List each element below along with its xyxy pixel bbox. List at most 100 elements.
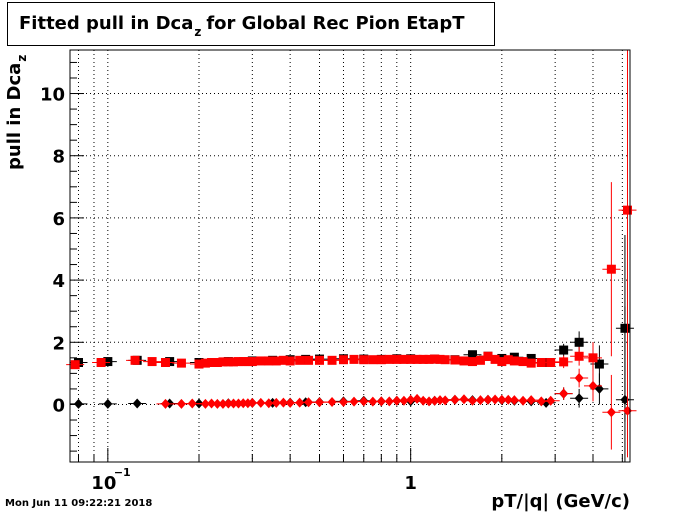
data-point-square bbox=[285, 356, 295, 366]
data-point-square bbox=[467, 357, 477, 367]
data-point-square bbox=[440, 355, 450, 365]
title-rest: for Global Rec Pion EtapT bbox=[206, 13, 465, 34]
data-point-square bbox=[606, 264, 616, 274]
data-point-square bbox=[349, 354, 359, 364]
data-point-square bbox=[509, 356, 519, 366]
x-axis-label: pT/|q| (GeV/c) bbox=[491, 491, 630, 512]
data-point-diamond bbox=[606, 407, 616, 418]
data-point-diamond bbox=[399, 395, 409, 406]
data-point-square bbox=[359, 355, 369, 365]
data-point-diamond bbox=[588, 380, 598, 391]
data-point-square bbox=[459, 356, 469, 366]
y-tick-label: 8 bbox=[52, 147, 65, 168]
chart-title: Fitted pull in Dcaz for Global Rec Pion E… bbox=[19, 13, 465, 39]
data-point-square bbox=[503, 355, 513, 365]
data-point-square bbox=[559, 345, 569, 355]
data-point-diamond bbox=[430, 395, 440, 406]
data-point-square bbox=[271, 356, 281, 366]
data-point-square bbox=[304, 355, 314, 365]
title-main: Fitted pull in Dca bbox=[19, 13, 194, 34]
data-point-square bbox=[212, 357, 222, 367]
data-point-square bbox=[96, 357, 106, 367]
plot-frame bbox=[69, 49, 631, 463]
data-point-square bbox=[130, 355, 140, 365]
data-point-diamond bbox=[187, 398, 197, 409]
data-point-square bbox=[588, 353, 598, 363]
series-red-square bbox=[66, 50, 637, 444]
data-point-square bbox=[475, 355, 485, 365]
data-point-square bbox=[176, 358, 186, 368]
data-point-diamond bbox=[467, 395, 477, 406]
data-point-diamond bbox=[338, 396, 348, 407]
data-point-diamond bbox=[459, 394, 469, 405]
data-point-square bbox=[327, 355, 337, 365]
data-point-diamond bbox=[622, 405, 632, 416]
data-point-diamond bbox=[384, 396, 394, 407]
data-point-diamond bbox=[546, 395, 556, 406]
y-tick-label: 2 bbox=[52, 333, 65, 354]
y-axis-label: pull in Dcaz bbox=[4, 55, 29, 170]
data-marks bbox=[66, 50, 637, 462]
grid-lines bbox=[70, 50, 630, 462]
data-point-square bbox=[103, 357, 113, 367]
data-point-diamond bbox=[536, 396, 546, 407]
data-point-square bbox=[450, 355, 460, 365]
data-point-diamond bbox=[176, 398, 186, 409]
series-black-square bbox=[69, 235, 634, 422]
data-point-diamond bbox=[418, 395, 428, 406]
axis-ticks bbox=[70, 61, 623, 462]
data-point-square bbox=[70, 360, 80, 370]
y-tick-label: 10 bbox=[40, 85, 65, 106]
data-point-square bbox=[518, 357, 528, 367]
data-point-diamond bbox=[327, 396, 337, 407]
y-tick-label: 6 bbox=[52, 209, 65, 230]
title-box: Fitted pull in Dcaz for Global Rec Pion E… bbox=[7, 2, 495, 46]
data-point-diamond bbox=[574, 393, 584, 404]
data-point-diamond bbox=[315, 397, 325, 408]
y-tick-label: 0 bbox=[52, 395, 65, 416]
data-point-square bbox=[483, 351, 493, 361]
timestamp: Mon Jun 11 09:22:21 2018 bbox=[5, 498, 153, 509]
data-point-diamond bbox=[509, 395, 519, 406]
data-point-square bbox=[467, 350, 477, 360]
data-point-square bbox=[559, 357, 569, 367]
data-point-square bbox=[574, 337, 584, 347]
series-black-diamond bbox=[69, 306, 634, 462]
data-point-square bbox=[160, 357, 170, 367]
data-point-diamond bbox=[406, 394, 416, 405]
data-point-diamond bbox=[132, 398, 142, 409]
data-point-diamond bbox=[450, 394, 460, 405]
data-point-diamond bbox=[160, 398, 170, 409]
data-point-diamond bbox=[103, 398, 113, 409]
data-point-diamond bbox=[526, 395, 536, 406]
series-red-diamond bbox=[156, 364, 637, 458]
data-point-diamond bbox=[304, 397, 314, 408]
x-tick-label: 1 bbox=[404, 473, 417, 494]
data-point-square bbox=[526, 358, 536, 368]
data-point-diamond bbox=[424, 396, 434, 407]
data-point-square bbox=[622, 205, 632, 215]
data-point-square bbox=[526, 353, 536, 363]
data-point-diamond bbox=[349, 396, 359, 407]
data-point-diamond bbox=[594, 383, 604, 394]
data-point-square bbox=[338, 355, 348, 365]
data-point-square bbox=[315, 355, 325, 365]
data-point-square bbox=[546, 357, 556, 367]
data-point-square bbox=[147, 357, 157, 367]
data-point-diamond bbox=[359, 396, 369, 407]
data-point-square bbox=[194, 359, 204, 369]
y-tick-label: 4 bbox=[52, 271, 65, 292]
data-point-diamond bbox=[73, 398, 83, 409]
data-point-square bbox=[574, 351, 584, 361]
data-point-diamond bbox=[574, 373, 584, 384]
data-point-square bbox=[497, 357, 507, 367]
y-axis-label-main: pull in Dca bbox=[4, 62, 25, 170]
x-tick-exponent: −1 bbox=[114, 466, 131, 479]
data-point-square bbox=[200, 358, 210, 368]
data-point-square bbox=[247, 357, 257, 367]
data-point-diamond bbox=[518, 395, 528, 406]
x-tick-label: 10 bbox=[91, 473, 116, 494]
data-point-square bbox=[490, 354, 500, 364]
